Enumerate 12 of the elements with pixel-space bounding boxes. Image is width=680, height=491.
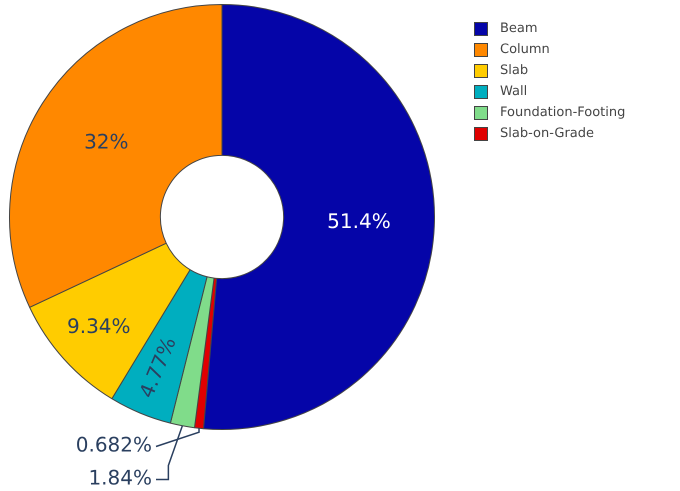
legend-label: Column	[500, 42, 550, 57]
legend-label: Slab	[500, 63, 528, 78]
data-label: 1.84%	[88, 466, 152, 490]
data-label: 51.4%	[327, 209, 391, 234]
data-label: 0.682%	[76, 432, 152, 457]
data-label: 32%	[84, 130, 129, 154]
legend-label: Wall	[500, 84, 528, 99]
legend-label: Foundation-Footing	[500, 105, 626, 120]
data-label: 4.77%	[134, 333, 181, 402]
data-label: 9.34%	[66, 314, 131, 338]
legend-label: Slab-on-Grade	[500, 126, 594, 141]
legend-label: Beam	[500, 21, 538, 36]
